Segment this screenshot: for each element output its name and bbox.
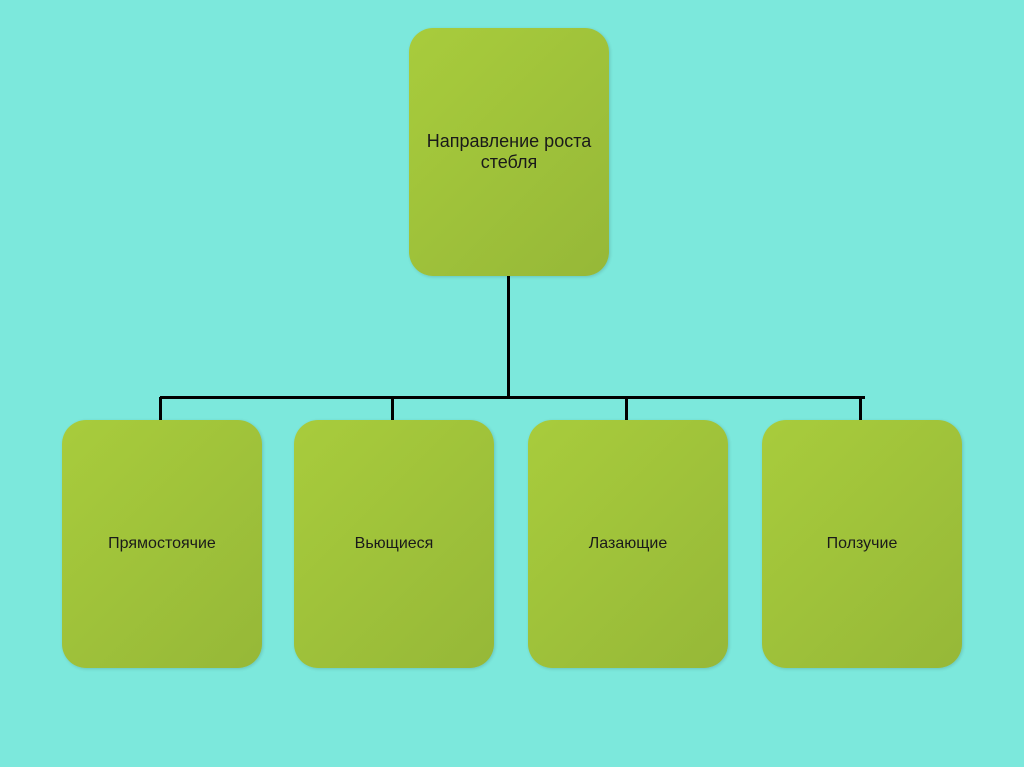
root-node: Направление роста стебля [409,28,609,276]
child-label-2: Лазающие [589,535,667,553]
child-node-0: Прямостоячие [62,420,262,668]
connector-drop-2 [625,397,628,420]
connector-trunk [507,276,510,399]
child-node-1: Вьющиеся [294,420,494,668]
connector-drop-0 [159,397,162,420]
connector-hbar [160,396,865,399]
child-label-3: Ползучие [827,535,898,553]
child-label-1: Вьющиеся [355,535,434,553]
connector-drop-3 [859,397,862,420]
child-node-2: Лазающие [528,420,728,668]
root-label: Направление роста стебля [419,131,599,173]
connector-drop-1 [391,397,394,420]
child-node-3: Ползучие [762,420,962,668]
child-label-0: Прямостоячие [108,535,216,553]
